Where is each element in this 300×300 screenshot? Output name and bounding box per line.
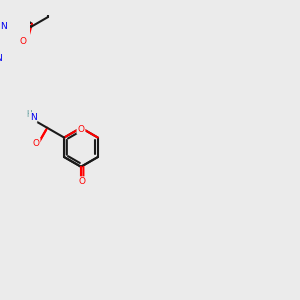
Text: N: N bbox=[30, 113, 37, 122]
Text: O: O bbox=[19, 37, 26, 46]
Text: N: N bbox=[0, 54, 2, 63]
Text: N: N bbox=[0, 22, 7, 31]
Text: H: H bbox=[26, 110, 32, 118]
Text: O: O bbox=[79, 177, 86, 186]
Text: O: O bbox=[77, 125, 85, 134]
Text: O: O bbox=[32, 139, 40, 148]
